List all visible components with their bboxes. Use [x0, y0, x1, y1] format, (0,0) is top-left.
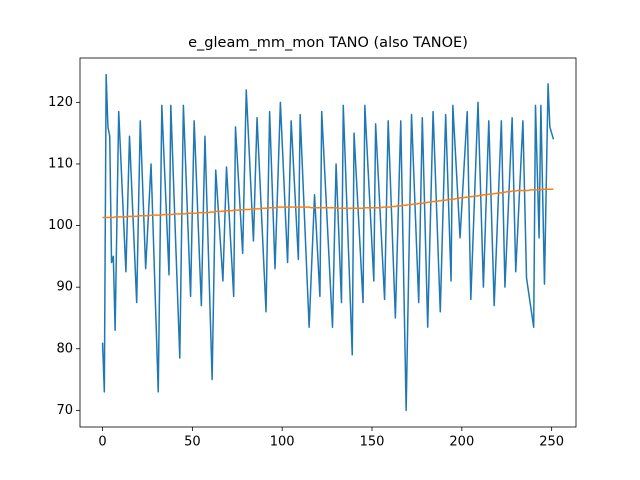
x-tick-label: 0 [98, 435, 106, 450]
x-tick-label: 50 [184, 435, 201, 450]
y-tick-label: 100 [48, 218, 73, 233]
y-tick-label: 90 [56, 280, 73, 295]
chart-title: e_gleam_mm_mon TANO (also TANOE) [188, 35, 468, 51]
x-tick-label: 250 [539, 435, 564, 450]
x-tick-label: 150 [360, 435, 385, 450]
x-tick-label: 100 [270, 435, 295, 450]
axes-frame [79, 57, 577, 428]
y-tick-label: 80 [56, 341, 73, 356]
x-tick-label: 200 [449, 435, 474, 450]
series-line [102, 188, 554, 219]
series-line [101, 73, 555, 412]
y-tick-label: 120 [48, 95, 73, 110]
y-tick-label: 70 [56, 403, 73, 418]
y-tick-label: 110 [48, 156, 73, 171]
